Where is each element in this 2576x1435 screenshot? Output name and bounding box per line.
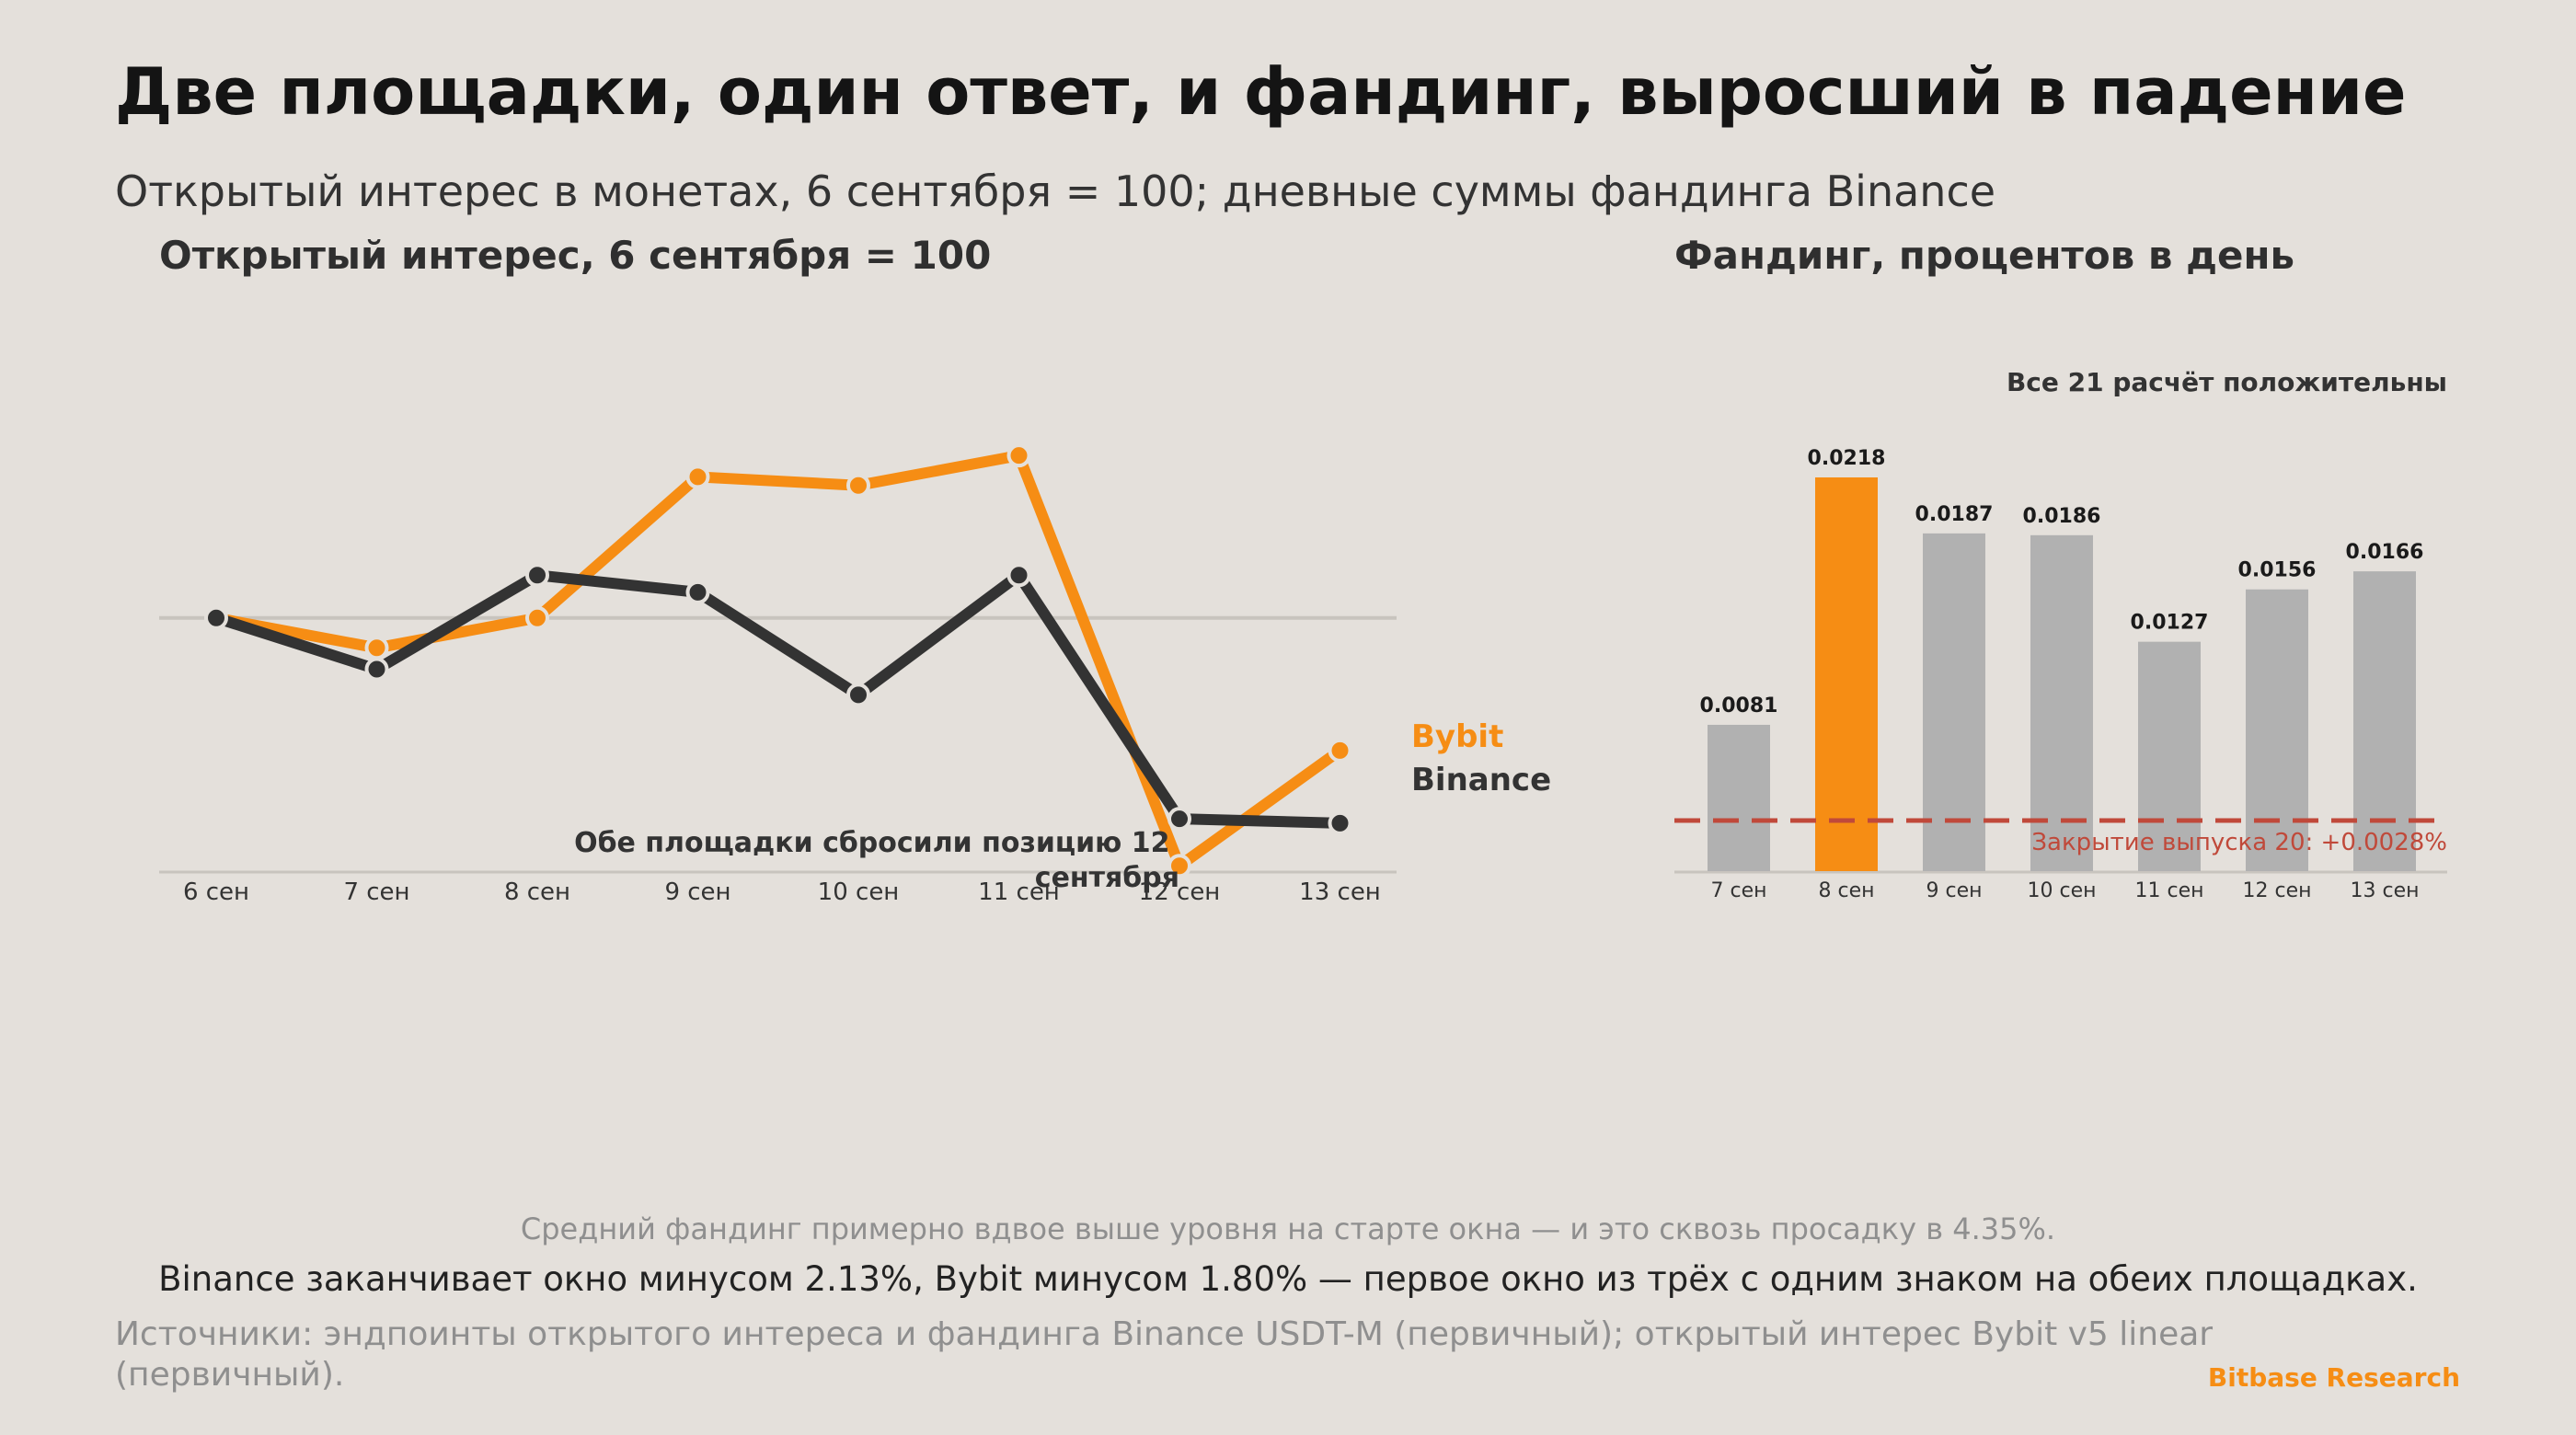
series-line-bybit: [211, 450, 1346, 872]
funding-panel: Фандинг, процентов в день Все 21 расчёт …: [1674, 233, 2447, 902]
x-tick-label: 7 сен: [343, 878, 409, 906]
x-tick-label: 8 сен: [504, 878, 570, 906]
data-point-binance: [525, 563, 549, 588]
brand-logo: Bitbase Research: [2208, 1362, 2460, 1393]
funding-bar: [2030, 534, 2093, 871]
x-tick-label: 13 сен: [1299, 878, 1381, 906]
summary-note-2: Binance заканчивает окно минусом 2.13%, …: [158, 1259, 2418, 1299]
data-point-bybit: [364, 636, 389, 660]
bar-x-tick-label: 8 сен: [1818, 879, 1874, 902]
data-point-binance: [1167, 807, 1191, 832]
reset-annotation: Обе площадки сбросили позицию 12 сентябр…: [574, 827, 1179, 894]
source-line-2: (первичный).: [115, 1356, 344, 1394]
source-line-1: Источники: эндпоинты открытого интереса …: [115, 1315, 2213, 1353]
x-tick-label: 12 сен: [1139, 878, 1221, 906]
data-point-bybit: [685, 465, 710, 489]
page-subtitle: Открытый интерес в монетах, 6 сентября =…: [115, 166, 1995, 216]
funding-title: Фандинг, процентов в день: [1674, 233, 2294, 278]
x-tick-label: 9 сен: [664, 878, 730, 906]
funding-bar: [1815, 477, 1878, 871]
data-point-binance: [1006, 563, 1031, 588]
bar-value-label: 0.0187: [1915, 503, 1994, 526]
data-point-bybit: [846, 473, 870, 498]
bar-value-label: 0.0081: [1700, 695, 1778, 718]
legend-label-bybit: Bybit: [1411, 718, 1503, 755]
bar-x-tick-label: 13 сен: [2350, 879, 2419, 902]
data-point-binance: [1328, 810, 1352, 835]
data-point-binance: [846, 683, 870, 707]
bar-value-label: 0.0127: [2131, 612, 2209, 635]
open-interest-title: Открытый интерес, 6 сентября = 100: [159, 233, 991, 278]
bar-value-label: 0.0156: [2238, 559, 2317, 582]
summary-note-1: Средний фандинг примерно вдвое выше уров…: [521, 1211, 2055, 1246]
data-point-bybit: [525, 605, 549, 630]
funding-bar: [2353, 571, 2416, 871]
legend-label-binance: Binance: [1411, 762, 1551, 798]
reset-annotation-line-1: Обе площадки сбросили позицию 12: [574, 827, 1169, 859]
data-point-binance: [204, 605, 228, 630]
funding-bar: [1708, 724, 1770, 871]
bar-x-tick-label: 11 сен: [2134, 879, 2203, 902]
funding-bar: [1923, 533, 1985, 871]
bar-x-tick-label: 7 сен: [1710, 879, 1766, 902]
x-tick-label: 11 сен: [978, 878, 1060, 906]
reference-label: Закрытие выпуска 20: +0.0028%: [2031, 829, 2447, 856]
bar-value-label: 0.0218: [1808, 447, 1886, 470]
x-tick-label: 10 сен: [818, 878, 900, 906]
bar-value-label: 0.0166: [2346, 541, 2424, 564]
data-point-bybit: [1006, 443, 1031, 468]
funding-bar: [2138, 641, 2201, 871]
reset-annotation-line-2: сентября: [1035, 862, 1179, 894]
data-point-bybit: [1328, 738, 1352, 763]
x-tick-label: 6 сен: [183, 878, 249, 906]
bar-x-tick-label: 10 сен: [2027, 879, 2096, 902]
series-line-binance: [211, 569, 1346, 829]
data-point-bybit: [1167, 854, 1191, 878]
open-interest-panel: Открытый интерес, 6 сентября = 100 6 сен…: [159, 233, 1551, 906]
bar-x-tick-label: 12 сен: [2242, 879, 2311, 902]
page-title: Две площадки, один ответ, и фандинг, выр…: [115, 54, 2406, 130]
data-point-binance: [685, 580, 710, 604]
all-positive-annotation: Все 21 расчёт положительны: [2007, 367, 2447, 397]
funding-bar: [2246, 589, 2308, 871]
bar-x-tick-label: 9 сен: [1926, 879, 1982, 902]
data-point-binance: [364, 657, 389, 682]
bar-value-label: 0.0186: [2023, 505, 2101, 528]
